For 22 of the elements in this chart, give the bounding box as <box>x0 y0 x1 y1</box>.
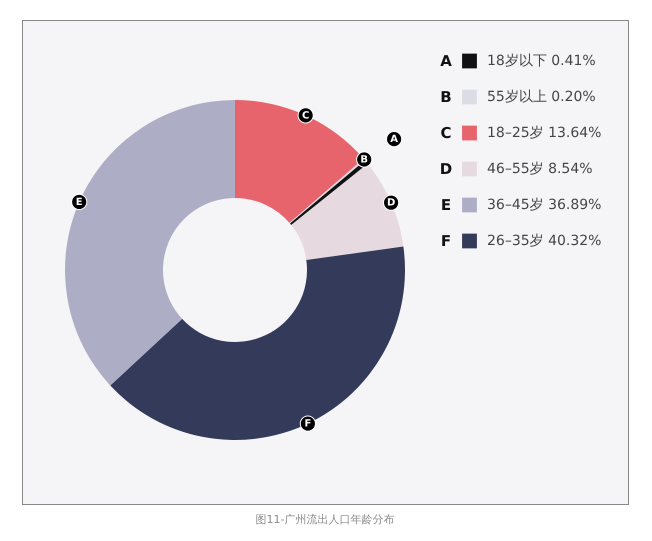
legend-label: 18–25岁 13.64% <box>487 125 602 141</box>
legend-label: 55岁以上 0.20% <box>487 89 596 105</box>
text: F <box>304 418 312 430</box>
text: 图11-广州流出人口年龄分布 <box>256 513 394 526</box>
text: D <box>386 198 396 209</box>
text: C <box>440 124 452 142</box>
donut-slice <box>291 164 404 260</box>
text: D <box>440 160 452 178</box>
text: B <box>440 88 452 106</box>
text: B <box>360 154 368 166</box>
text: E <box>76 196 83 208</box>
text: A <box>390 134 398 146</box>
donut-slice <box>65 100 235 386</box>
legend-label: 26–35岁 40.32% <box>487 233 602 249</box>
text: E <box>440 196 452 214</box>
text: C <box>302 110 310 122</box>
legend-label: 46–55岁 8.54% <box>487 161 593 177</box>
legend-label: 36–45岁 36.89% <box>487 197 602 213</box>
text: F <box>440 232 452 250</box>
text: A <box>440 52 452 70</box>
legend-label: 18岁以下 0.41% <box>487 53 596 69</box>
donut-slice <box>110 246 405 440</box>
